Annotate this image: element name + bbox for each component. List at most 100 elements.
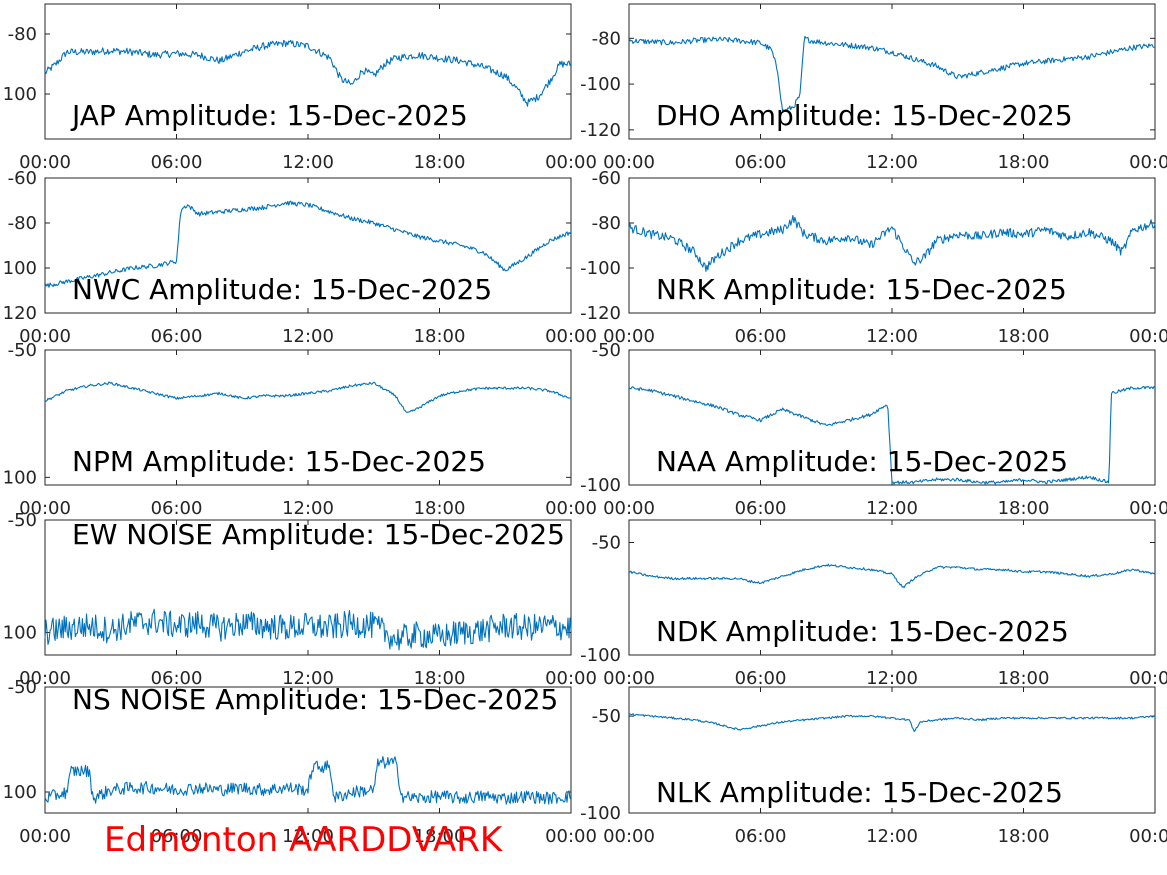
y-tick-label: -100 bbox=[580, 645, 621, 666]
x-tick-label: 00:00 bbox=[1129, 668, 1167, 689]
y-tick-label: -100 bbox=[580, 74, 621, 95]
plot-frame bbox=[628, 686, 1156, 814]
plot-frame bbox=[44, 177, 572, 314]
x-tick-label: 12:00 bbox=[866, 826, 918, 847]
x-tick-label: 12:00 bbox=[866, 498, 918, 519]
x-tick-label: 06:00 bbox=[151, 826, 203, 847]
series-line bbox=[628, 35, 1155, 114]
y-tick-label: -50 bbox=[8, 340, 37, 361]
panel-title: NAA Amplitude: 15-Dec-2025 bbox=[656, 445, 1068, 478]
figure-label: Edmonton AARDDVARK bbox=[104, 820, 503, 860]
x-tick-label: 18:00 bbox=[414, 826, 466, 847]
panel-nwc: 00:00 06:00 12:00 18:00 00:00 -60 -80 100 120 NWC… bbox=[3, 168, 597, 347]
y-tick-label: -100 bbox=[580, 475, 621, 496]
x-tick-label: 12:00 bbox=[282, 152, 334, 173]
panel-title: EW NOISE Amplitude: 15-Dec-2025 bbox=[72, 518, 565, 551]
x-tick-label: 00:00 bbox=[545, 152, 597, 173]
y-tick-label: -50 bbox=[592, 340, 621, 361]
x-tick-label: 06:00 bbox=[151, 498, 203, 519]
y-tick-label: -60 bbox=[592, 168, 621, 189]
x-tick-label: 00:00 bbox=[603, 152, 655, 173]
x-tick-label: 18:00 bbox=[998, 498, 1050, 519]
plot-frame bbox=[628, 3, 1156, 140]
y-tick-label: 100 bbox=[3, 782, 37, 803]
series-line bbox=[44, 381, 572, 413]
plot-frame bbox=[44, 349, 572, 486]
x-tick-label: 12:00 bbox=[866, 326, 918, 347]
x-tick-label: 06:00 bbox=[735, 826, 787, 847]
x-tick-label: 06:00 bbox=[735, 152, 787, 173]
panel-nlk: 00:00 06:00 12:00 18:00 00:00 -50 -100 NLK Ampl… bbox=[580, 686, 1167, 847]
series-line bbox=[628, 713, 1156, 733]
x-tick-label: 00:00 bbox=[545, 668, 597, 689]
y-tick-label: -100 bbox=[580, 258, 621, 279]
x-tick-label: 18:00 bbox=[414, 668, 466, 689]
x-tick-label: 06:00 bbox=[735, 498, 787, 519]
x-tick-label: 12:00 bbox=[866, 668, 918, 689]
x-tick-label: 00:00 bbox=[1129, 826, 1167, 847]
panel-ndk: 00:00 06:00 12:00 18:00 00:00 -50 -100 NDK Ampl… bbox=[580, 519, 1167, 689]
series-line bbox=[628, 214, 1156, 272]
series-line bbox=[44, 756, 572, 805]
plot-frame bbox=[628, 519, 1156, 656]
panel-title: NWC Amplitude: 15-Dec-2025 bbox=[72, 273, 492, 306]
y-tick-label: -120 bbox=[580, 303, 621, 324]
panel-title: NLK Amplitude: 15-Dec-2025 bbox=[656, 776, 1063, 809]
x-tick-label: 00:00 bbox=[19, 668, 71, 689]
panel-npm: 00:00 06:00 12:00 18:00 00:00 -50 100 NPM Ampli… bbox=[3, 340, 597, 519]
y-tick-label: -60 bbox=[8, 168, 37, 189]
series-line bbox=[628, 563, 1156, 589]
y-tick-label: 100 bbox=[3, 258, 37, 279]
x-tick-label: 06:00 bbox=[735, 668, 787, 689]
x-tick-label: 12:00 bbox=[282, 326, 334, 347]
x-tick-label: 00:00 bbox=[545, 826, 597, 847]
panel-title: JAP Amplitude: 15-Dec-2025 bbox=[70, 99, 468, 132]
y-tick-label: 100 bbox=[3, 84, 37, 105]
plot-frame bbox=[628, 177, 1156, 314]
panel-title: DHO Amplitude: 15-Dec-2025 bbox=[656, 99, 1073, 132]
panel-title: NS NOISE Amplitude: 15-Dec-2025 bbox=[72, 683, 558, 716]
x-tick-label: 00:00 bbox=[19, 326, 71, 347]
y-tick-label: -100 bbox=[580, 803, 621, 824]
panel-ns-noise: 00:00 06:00 12:00 18:00 00:00 -50 100 NS NOISE … bbox=[3, 677, 597, 847]
x-tick-label: 00:00 bbox=[19, 498, 71, 519]
y-tick-label: -80 bbox=[592, 213, 621, 234]
x-tick-label: 00:00 bbox=[603, 326, 655, 347]
series-line bbox=[44, 608, 572, 651]
x-tick-label: 00:00 bbox=[603, 668, 655, 689]
y-tick-label: -50 bbox=[8, 677, 37, 698]
x-tick-label: 18:00 bbox=[998, 326, 1050, 347]
x-tick-label: 18:00 bbox=[998, 826, 1050, 847]
x-tick-label: 00:00 bbox=[1129, 326, 1167, 347]
x-tick-label: 12:00 bbox=[282, 498, 334, 519]
x-tick-label: 00:00 bbox=[603, 826, 655, 847]
series-line bbox=[628, 385, 1156, 485]
panel-dho: 00:00 06:00 12:00 18:00 00:00 -80 -100 -120 DHO … bbox=[580, 3, 1167, 173]
x-tick-label: 00:00 bbox=[545, 326, 597, 347]
plot-frame bbox=[44, 3, 572, 140]
x-tick-label: 00:00 bbox=[19, 826, 71, 847]
x-tick-label: 06:00 bbox=[151, 326, 203, 347]
x-tick-label: 12:00 bbox=[282, 668, 334, 689]
y-tick-label: -50 bbox=[592, 706, 621, 727]
panel-ew-noise: 00:00 06:00 12:00 18:00 00:00 -50 100 EW NOISE … bbox=[3, 510, 597, 689]
x-tick-label: 00:00 bbox=[603, 498, 655, 519]
y-tick-label: -80 bbox=[8, 213, 37, 234]
y-tick-label: 100 bbox=[3, 467, 37, 488]
panel-title: NDK Amplitude: 15-Dec-2025 bbox=[656, 615, 1069, 648]
x-tick-label: 00:00 bbox=[545, 498, 597, 519]
x-tick-label: 00:00 bbox=[1129, 498, 1167, 519]
x-tick-label: 18:00 bbox=[414, 152, 466, 173]
x-tick-label: 06:00 bbox=[735, 326, 787, 347]
series-line bbox=[44, 39, 572, 107]
x-tick-label: 00:00 bbox=[1129, 152, 1167, 173]
y-tick-label: -50 bbox=[592, 533, 621, 554]
x-tick-label: 00:00 bbox=[19, 152, 71, 173]
panel-title: NPM Amplitude: 15-Dec-2025 bbox=[72, 445, 486, 478]
y-tick-label: 120 bbox=[3, 303, 37, 324]
y-tick-label: 100 bbox=[3, 623, 37, 644]
y-tick-label: -50 bbox=[8, 510, 37, 531]
x-tick-label: 18:00 bbox=[998, 668, 1050, 689]
x-tick-label: 12:00 bbox=[282, 826, 334, 847]
